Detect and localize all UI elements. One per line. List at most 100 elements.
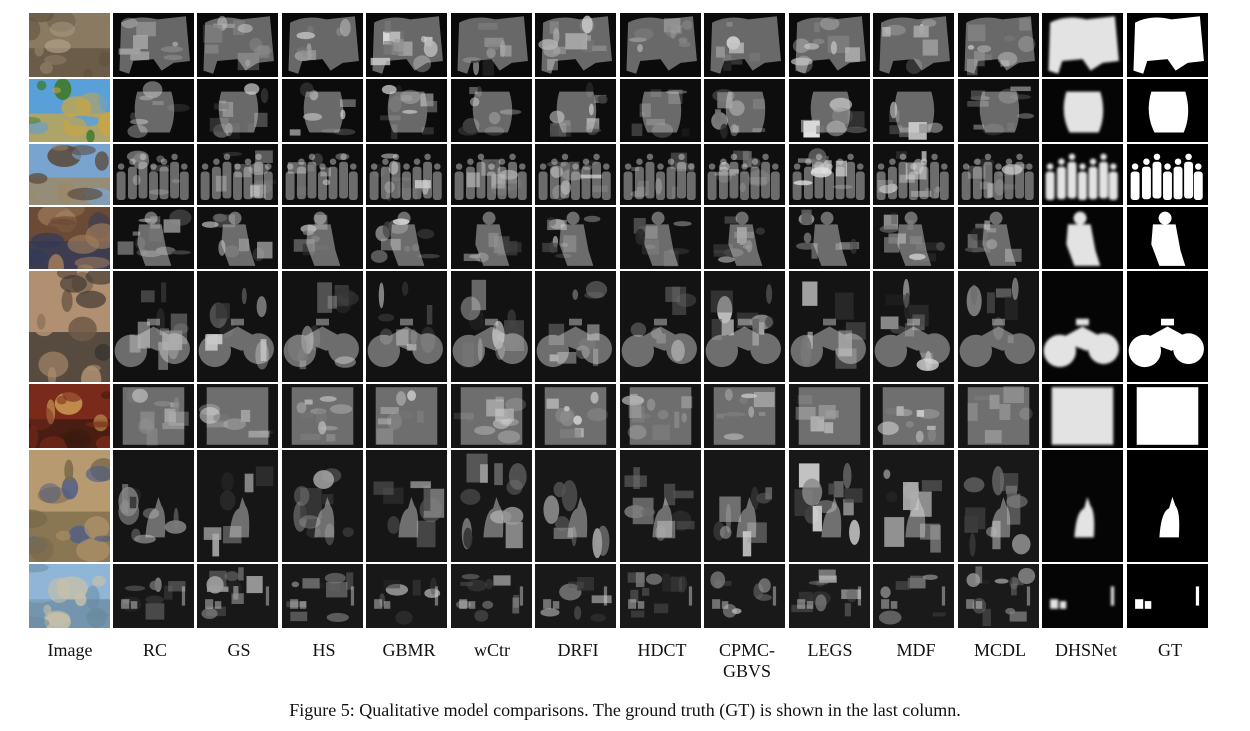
column-label-mcdl: MCDL [973, 640, 1027, 660]
cpmc-gbvs-saliency-map-1 [704, 13, 785, 77]
cpmc-gbvs-saliency-map-3 [704, 144, 785, 205]
drfi-saliency-map-5 [535, 271, 616, 382]
gs-saliency-map-5 [197, 271, 278, 382]
wctr-saliency-map-4 [451, 207, 532, 269]
drfi-saliency-map-4 [535, 207, 616, 269]
rc-saliency-map-1 [113, 13, 194, 77]
drfi-saliency-map-6 [535, 384, 616, 448]
dhsnet-saliency-map-7 [1042, 450, 1123, 562]
column-label-image: Image [47, 640, 93, 660]
legs-saliency-map-3 [789, 144, 870, 205]
column-label-legs: LEGS [807, 640, 853, 660]
cpmc-gbvs-saliency-map-2 [704, 79, 785, 142]
dhsnet-saliency-map-5 [1042, 271, 1123, 382]
gbmr-saliency-map-6 [366, 384, 447, 448]
hdct-saliency-map-3 [620, 144, 701, 205]
ground-truth-mask-3 [1127, 144, 1208, 205]
mdf-saliency-map-5 [873, 271, 954, 382]
gbmr-saliency-map-8 [366, 564, 447, 628]
wctr-saliency-map-3 [451, 144, 532, 205]
column-label-gt: GT [1158, 640, 1182, 660]
mcdl-saliency-map-6 [958, 384, 1039, 448]
wctr-saliency-map-2 [451, 79, 532, 142]
drfi-saliency-map-1 [535, 13, 616, 77]
mcdl-saliency-map-5 [958, 271, 1039, 382]
rc-saliency-map-8 [113, 564, 194, 628]
wctr-saliency-map-7 [451, 450, 532, 562]
gs-saliency-map-1 [197, 13, 278, 77]
gs-saliency-map-8 [197, 564, 278, 628]
legs-saliency-map-4 [789, 207, 870, 269]
hdct-saliency-map-6 [620, 384, 701, 448]
gs-saliency-map-4 [197, 207, 278, 269]
legs-saliency-map-6 [789, 384, 870, 448]
ground-truth-mask-5 [1127, 271, 1208, 382]
column-label-gbmr: GBMR [382, 640, 436, 660]
qualitative-comparison-grid [29, 13, 1214, 628]
column-label-hs: HS [312, 640, 336, 660]
input-image-1 [29, 13, 110, 77]
rc-saliency-map-4 [113, 207, 194, 269]
legs-saliency-map-2 [789, 79, 870, 142]
mdf-saliency-map-2 [873, 79, 954, 142]
mcdl-saliency-map-4 [958, 207, 1039, 269]
column-label-cpmc-gbvs: CPMC- GBVS [718, 640, 776, 681]
cpmc-gbvs-saliency-map-5 [704, 271, 785, 382]
ground-truth-mask-7 [1127, 450, 1208, 562]
input-image-3 [29, 144, 110, 205]
legs-saliency-map-5 [789, 271, 870, 382]
mdf-saliency-map-8 [873, 564, 954, 628]
mdf-saliency-map-6 [873, 384, 954, 448]
cpmc-gbvs-saliency-map-8 [704, 564, 785, 628]
hs-saliency-map-7 [282, 450, 363, 562]
column-label-drfi: DRFI [557, 640, 599, 660]
hdct-saliency-map-1 [620, 13, 701, 77]
gs-saliency-map-7 [197, 450, 278, 562]
gbmr-saliency-map-7 [366, 450, 447, 562]
wctr-saliency-map-5 [451, 271, 532, 382]
mdf-saliency-map-1 [873, 13, 954, 77]
input-image-7 [29, 450, 110, 562]
cpmc-gbvs-saliency-map-4 [704, 207, 785, 269]
rc-saliency-map-7 [113, 450, 194, 562]
mcdl-saliency-map-8 [958, 564, 1039, 628]
gs-saliency-map-6 [197, 384, 278, 448]
ground-truth-mask-2 [1127, 79, 1208, 142]
drfi-saliency-map-3 [535, 144, 616, 205]
ground-truth-mask-1 [1127, 13, 1208, 77]
rc-saliency-map-2 [113, 79, 194, 142]
input-image-2 [29, 79, 110, 142]
mcdl-saliency-map-2 [958, 79, 1039, 142]
rc-saliency-map-5 [113, 271, 194, 382]
rc-saliency-map-6 [113, 384, 194, 448]
legs-saliency-map-8 [789, 564, 870, 628]
column-label-hdct: HDCT [637, 640, 687, 660]
gbmr-saliency-map-5 [366, 271, 447, 382]
column-label-wctr: wCtr [474, 640, 510, 660]
figure-caption: Figure 5: Qualitative model comparisons.… [289, 700, 961, 720]
column-label-rc: RC [142, 640, 168, 660]
hdct-saliency-map-2 [620, 79, 701, 142]
mcdl-saliency-map-3 [958, 144, 1039, 205]
mdf-saliency-map-7 [873, 450, 954, 562]
hs-saliency-map-4 [282, 207, 363, 269]
wctr-saliency-map-6 [451, 384, 532, 448]
column-label-dhsnet: DHSNet [1055, 640, 1117, 660]
dhsnet-saliency-map-1 [1042, 13, 1123, 77]
gbmr-saliency-map-1 [366, 13, 447, 77]
hdct-saliency-map-7 [620, 450, 701, 562]
drfi-saliency-map-8 [535, 564, 616, 628]
hs-saliency-map-8 [282, 564, 363, 628]
dhsnet-saliency-map-4 [1042, 207, 1123, 269]
column-label-mdf: MDF [896, 640, 936, 660]
ground-truth-mask-6 [1127, 384, 1208, 448]
hs-saliency-map-1 [282, 13, 363, 77]
wctr-saliency-map-1 [451, 13, 532, 77]
dhsnet-saliency-map-2 [1042, 79, 1123, 142]
dhsnet-saliency-map-3 [1042, 144, 1123, 205]
ground-truth-mask-4 [1127, 207, 1208, 269]
input-image-4 [29, 207, 110, 269]
rc-saliency-map-3 [113, 144, 194, 205]
input-image-5 [29, 271, 110, 382]
dhsnet-saliency-map-6 [1042, 384, 1123, 448]
